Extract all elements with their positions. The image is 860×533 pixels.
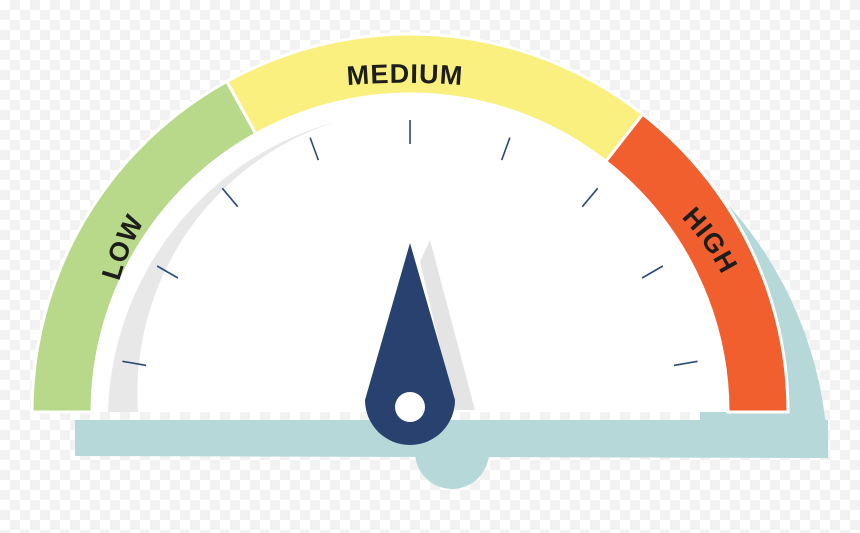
tick-mark-3 <box>221 187 239 208</box>
needle-body <box>365 243 455 445</box>
gauge-base-knob <box>415 452 489 489</box>
tick-mark-7 <box>581 187 599 208</box>
zone-high <box>603 112 790 414</box>
tick-mark-9 <box>673 360 698 367</box>
tick-mark-6 <box>500 137 511 161</box>
tick-mark-1 <box>122 360 147 367</box>
gauge-base-bar <box>75 420 828 458</box>
tick-mark-4 <box>309 137 320 161</box>
needle-shadow <box>420 240 475 410</box>
gauge-zones <box>30 32 790 414</box>
zone-label-medium: MEDIUM <box>346 59 465 91</box>
needle-pivot <box>395 392 425 422</box>
gauge-face-shadow <box>108 122 335 412</box>
gauge-ticks <box>122 120 698 367</box>
tick-mark-2 <box>156 265 179 279</box>
tick-mark-8 <box>641 265 664 279</box>
gauge-needle <box>365 243 455 445</box>
